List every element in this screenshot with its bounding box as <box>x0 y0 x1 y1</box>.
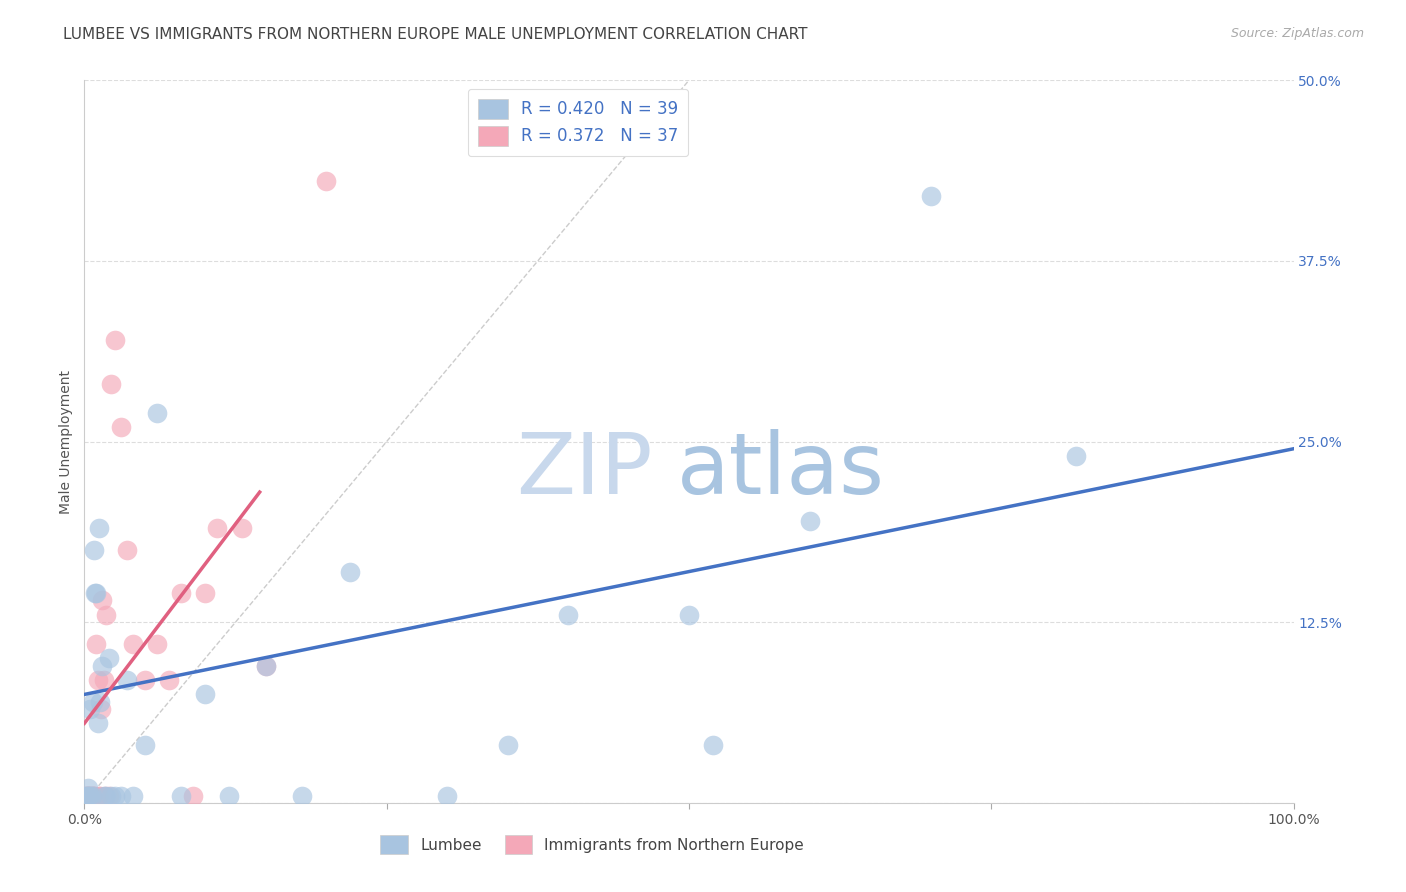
Point <box>73 789 96 803</box>
Point <box>1064 449 1087 463</box>
Point <box>121 637 143 651</box>
Point <box>146 637 169 651</box>
Point <box>134 673 156 687</box>
Point <box>87 521 110 535</box>
Point <box>100 789 122 803</box>
Point <box>231 521 253 535</box>
Point <box>181 789 204 803</box>
Point <box>100 376 122 391</box>
Point <box>89 695 111 709</box>
Point <box>83 789 105 803</box>
Text: atlas: atlas <box>676 429 884 512</box>
Y-axis label: Male Unemployment: Male Unemployment <box>59 369 73 514</box>
Point <box>79 702 101 716</box>
Point <box>82 789 104 803</box>
Point <box>84 789 107 803</box>
Point <box>89 789 111 803</box>
Point <box>87 789 110 803</box>
Point <box>77 789 100 803</box>
Point <box>79 789 101 803</box>
Point <box>77 789 100 803</box>
Point <box>97 651 120 665</box>
Point <box>170 789 193 803</box>
Text: LUMBEE VS IMMIGRANTS FROM NORTHERN EUROPE MALE UNEMPLOYMENT CORRELATION CHART: LUMBEE VS IMMIGRANTS FROM NORTHERN EUROP… <box>63 27 808 42</box>
Point <box>84 586 107 600</box>
Text: ZIP: ZIP <box>516 429 652 512</box>
Point <box>496 738 519 752</box>
Point <box>254 658 277 673</box>
Point <box>90 702 112 716</box>
Point <box>254 658 277 673</box>
Point <box>94 789 117 803</box>
Point <box>170 586 193 600</box>
Point <box>799 514 821 528</box>
Point <box>91 658 114 673</box>
Point <box>115 673 138 687</box>
Point <box>194 687 217 701</box>
Point <box>110 789 132 803</box>
Point <box>104 334 127 348</box>
Point <box>77 781 100 796</box>
Point <box>94 607 117 622</box>
Point <box>678 607 700 622</box>
Point <box>80 789 103 803</box>
Point <box>121 789 143 803</box>
Legend: Lumbee, Immigrants from Northern Europe: Lumbee, Immigrants from Northern Europe <box>374 830 810 860</box>
Text: Source: ZipAtlas.com: Source: ZipAtlas.com <box>1230 27 1364 40</box>
Point <box>557 607 579 622</box>
Point <box>77 789 100 803</box>
Point <box>702 738 724 752</box>
Point <box>86 586 108 600</box>
Point <box>194 586 217 600</box>
Point <box>76 789 98 803</box>
Point <box>83 542 105 557</box>
Point <box>291 789 314 803</box>
Point <box>82 695 104 709</box>
Point <box>82 789 104 803</box>
Point <box>218 789 240 803</box>
Point <box>93 673 115 687</box>
Point <box>315 174 337 188</box>
Point <box>86 716 108 731</box>
Point <box>134 738 156 752</box>
Point <box>115 542 138 557</box>
Point <box>86 637 108 651</box>
Point <box>75 789 97 803</box>
Point <box>207 521 229 535</box>
Point <box>94 789 117 803</box>
Point <box>104 789 127 803</box>
Point <box>80 789 103 803</box>
Point <box>75 789 97 803</box>
Point <box>110 420 132 434</box>
Point <box>157 673 180 687</box>
Point <box>91 593 114 607</box>
Point <box>339 565 361 579</box>
Point <box>97 789 120 803</box>
Point <box>86 673 108 687</box>
Point <box>146 406 169 420</box>
Point <box>76 789 98 803</box>
Point <box>77 789 100 803</box>
Point <box>93 789 115 803</box>
Point <box>436 789 458 803</box>
Point <box>79 789 101 803</box>
Point <box>920 189 942 203</box>
